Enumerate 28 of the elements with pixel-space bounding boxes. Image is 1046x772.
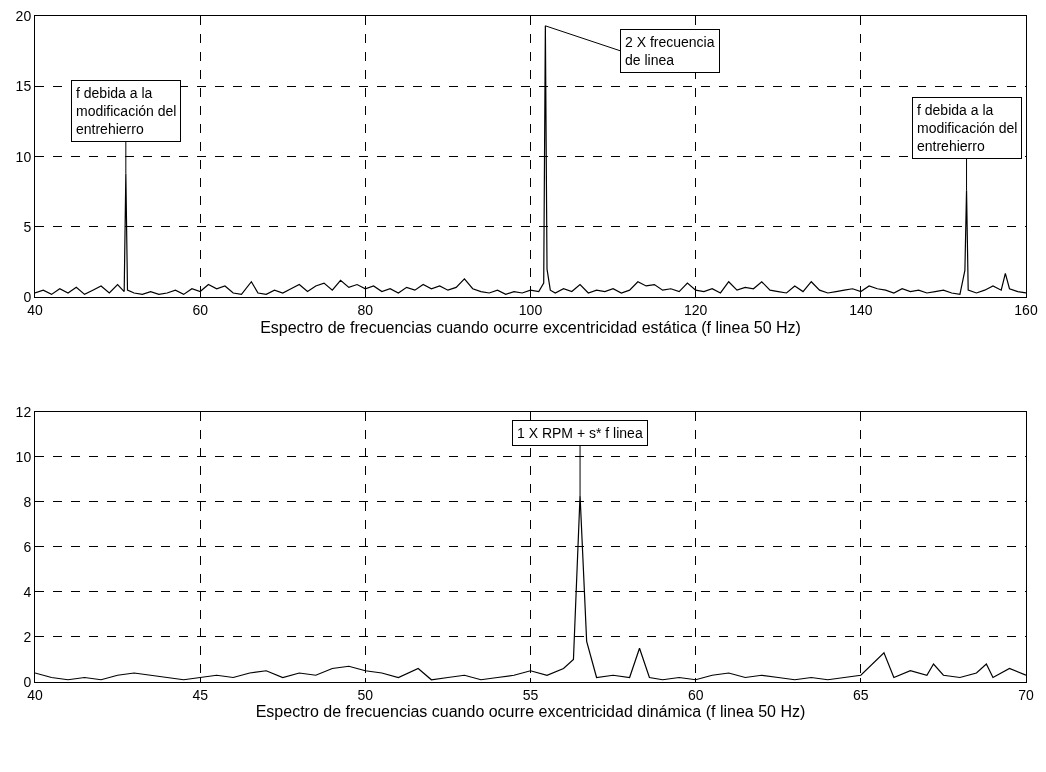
annotation: f debida a la modificación del entrehierro [76,85,177,138]
y-tick-label: 10 [15,448,32,465]
annotation: 1 X RPM + s* f linea [517,425,643,441]
y-tick-label: 2 [23,628,32,645]
x-tick-label: 50 [357,686,374,703]
x-tick-label: 60 [687,686,704,703]
y-tick-label: 4 [23,583,32,600]
y-tick-label: 10 [15,148,32,165]
x-tick-label: 70 [1018,686,1034,703]
y-tick-label: 15 [15,78,32,95]
x-tick-label: 65 [853,686,869,703]
x-tick-label: 120 [683,302,708,318]
y-tick-label: 20 [15,7,32,24]
x-tick-label: 100 [518,302,543,318]
x-tick-label: 60 [192,302,209,318]
y-tick-label: 8 [23,493,32,510]
y-tick-label: 12 [15,403,32,420]
x-axis-title: Espectro de frecuencias cuando ocurre excentricidad estática (f linea 50 Hz) [260,318,801,336]
x-tick-label: 140 [849,302,873,318]
y-tick-label: 5 [23,218,32,235]
annotation: 2 X frecuencia de linea [625,34,715,69]
x-tick-label: 160 [1014,302,1038,318]
annotation: f debida a la modificación del entrehierro [917,102,1018,155]
y-tick-label: 6 [23,538,32,555]
x-tick-label: 45 [192,686,209,703]
x-tick-label: 80 [357,302,374,318]
x-axis-title: Espectro de frecuencias cuando ocurre excentricidad dinámica (f linea 50 Hz) [255,703,806,721]
x-tick-label: 55 [522,686,539,703]
